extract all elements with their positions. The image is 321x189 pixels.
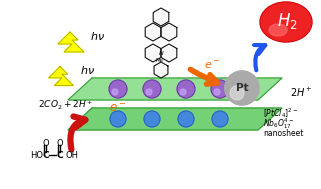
Circle shape bbox=[225, 71, 259, 105]
Circle shape bbox=[177, 80, 195, 98]
Ellipse shape bbox=[260, 2, 312, 42]
Circle shape bbox=[230, 86, 244, 100]
Text: $h\nu$: $h\nu$ bbox=[90, 30, 105, 42]
Text: C: C bbox=[43, 150, 49, 160]
Circle shape bbox=[110, 111, 126, 127]
Text: $N$: $N$ bbox=[158, 49, 164, 57]
Text: $\mathit{H_2}$: $\mathit{H_2}$ bbox=[277, 11, 297, 31]
Text: O: O bbox=[43, 139, 49, 147]
Circle shape bbox=[214, 89, 220, 95]
Text: $e^-$: $e^-$ bbox=[204, 59, 220, 70]
Polygon shape bbox=[68, 108, 282, 130]
Polygon shape bbox=[48, 67, 73, 85]
Circle shape bbox=[109, 80, 127, 98]
Polygon shape bbox=[154, 62, 168, 78]
Text: O: O bbox=[57, 139, 63, 147]
Circle shape bbox=[112, 89, 118, 95]
Polygon shape bbox=[153, 8, 169, 26]
Polygon shape bbox=[161, 23, 177, 41]
Circle shape bbox=[211, 80, 229, 98]
Polygon shape bbox=[58, 32, 84, 52]
Text: C: C bbox=[57, 150, 63, 160]
Text: OH: OH bbox=[66, 150, 79, 160]
Text: $Nb_6O_{17}^{4-}$: $Nb_6O_{17}^{4-}$ bbox=[263, 117, 294, 132]
Text: $h\nu$: $h\nu$ bbox=[80, 64, 95, 76]
Polygon shape bbox=[161, 44, 177, 62]
Text: nanosheet: nanosheet bbox=[263, 129, 303, 139]
Circle shape bbox=[212, 111, 228, 127]
Ellipse shape bbox=[269, 24, 287, 36]
Text: Pt: Pt bbox=[236, 83, 248, 93]
Text: $2H^+$: $2H^+$ bbox=[290, 85, 312, 98]
Circle shape bbox=[178, 111, 194, 127]
Circle shape bbox=[144, 111, 160, 127]
Text: $2CO_2 + 2H^+$: $2CO_2 + 2H^+$ bbox=[38, 98, 93, 112]
Polygon shape bbox=[145, 23, 161, 41]
Text: HO: HO bbox=[30, 150, 43, 160]
Circle shape bbox=[146, 89, 152, 95]
Polygon shape bbox=[68, 78, 282, 100]
Text: $e^-$: $e^-$ bbox=[109, 101, 127, 115]
Circle shape bbox=[143, 80, 161, 98]
Circle shape bbox=[225, 71, 259, 105]
Text: $[PtCl_4]^{2-}$: $[PtCl_4]^{2-}$ bbox=[263, 106, 298, 120]
Polygon shape bbox=[145, 44, 161, 62]
Text: Me: Me bbox=[155, 59, 163, 64]
Ellipse shape bbox=[261, 3, 311, 41]
Circle shape bbox=[180, 89, 186, 95]
